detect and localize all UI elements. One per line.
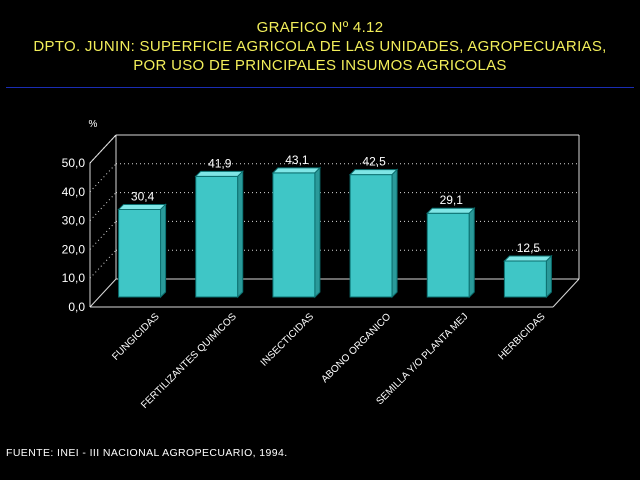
- y-tick-label: 40,0: [62, 185, 86, 199]
- floor-right: [552, 278, 580, 308]
- title-divider: [6, 87, 634, 88]
- x-tick-label: INSECTICIDAS: [259, 311, 317, 369]
- bar-front: [195, 175, 239, 298]
- y-tick-label: 20,0: [62, 242, 86, 256]
- chart-title-line-1: GRAFICO Nº 4.12: [256, 19, 384, 36]
- gridline-depth: [89, 221, 117, 250]
- gridline-depth: [89, 192, 117, 221]
- left-wall-top: [89, 134, 117, 164]
- bar-front: [426, 212, 470, 298]
- bar-front: [503, 260, 547, 298]
- bar: [348, 168, 399, 299]
- y-tick-label: 30,0: [62, 214, 86, 228]
- bar-value-label: 41,9: [208, 156, 232, 170]
- y-tick-label: 10,0: [62, 271, 86, 285]
- bar: [503, 254, 553, 299]
- source-note: FUENTE: INEI - III NACIONAL AGROPECUARIO…: [6, 447, 288, 459]
- gridline-depth: [89, 163, 117, 193]
- bar-top: [503, 255, 553, 262]
- bar-side: [160, 203, 167, 299]
- bar-front: [118, 208, 162, 298]
- bar-value-label: 30,4: [131, 189, 155, 203]
- chart-title-line-2: DPTO. JUNIN: SUPERFICIE AGRICOLA DE LAS …: [33, 38, 607, 55]
- bar-top: [117, 203, 167, 210]
- bar-side: [468, 206, 475, 299]
- bar-value-label: 29,1: [440, 193, 464, 207]
- bar-side: [391, 168, 398, 299]
- bar: [271, 166, 322, 299]
- gridline-depth: [89, 278, 117, 308]
- bar: [194, 170, 244, 299]
- bar-value-label: 42,5: [362, 155, 386, 169]
- bar-value-label: 43,1: [285, 153, 309, 167]
- x-tick-label: FUNGICIDAS: [110, 311, 162, 363]
- bar-side: [314, 166, 321, 299]
- bar-top: [348, 169, 399, 176]
- bar-top: [194, 170, 244, 177]
- y-axis-label: %: [89, 119, 98, 130]
- x-tick-label: HERBICIDAS: [497, 311, 548, 362]
- y-tick-label: 50,0: [62, 156, 86, 170]
- bar-front: [349, 174, 393, 298]
- gridline-depth: [89, 249, 117, 279]
- bar: [426, 206, 476, 299]
- bar-side: [237, 170, 244, 299]
- x-tick-label: ABONO ORGANICO: [319, 311, 393, 385]
- chart-title: GRAFICO Nº 4.12 DPTO. JUNIN: SUPERFICIE …: [0, 18, 640, 75]
- bar-side: [545, 254, 552, 299]
- bar-top: [271, 167, 322, 174]
- bar-front: [272, 172, 316, 298]
- chart-title-line-3: POR USO DE PRINCIPALES INSUMOS AGRICOLAS: [133, 57, 507, 74]
- bar-value-label: 12,5: [517, 241, 541, 255]
- x-tick-label: SEMILLA Y/O PLANTA MEJ: [374, 311, 470, 407]
- bar-top: [426, 207, 476, 214]
- y-tick-label: 0,0: [68, 300, 85, 314]
- bar: [117, 203, 167, 299]
